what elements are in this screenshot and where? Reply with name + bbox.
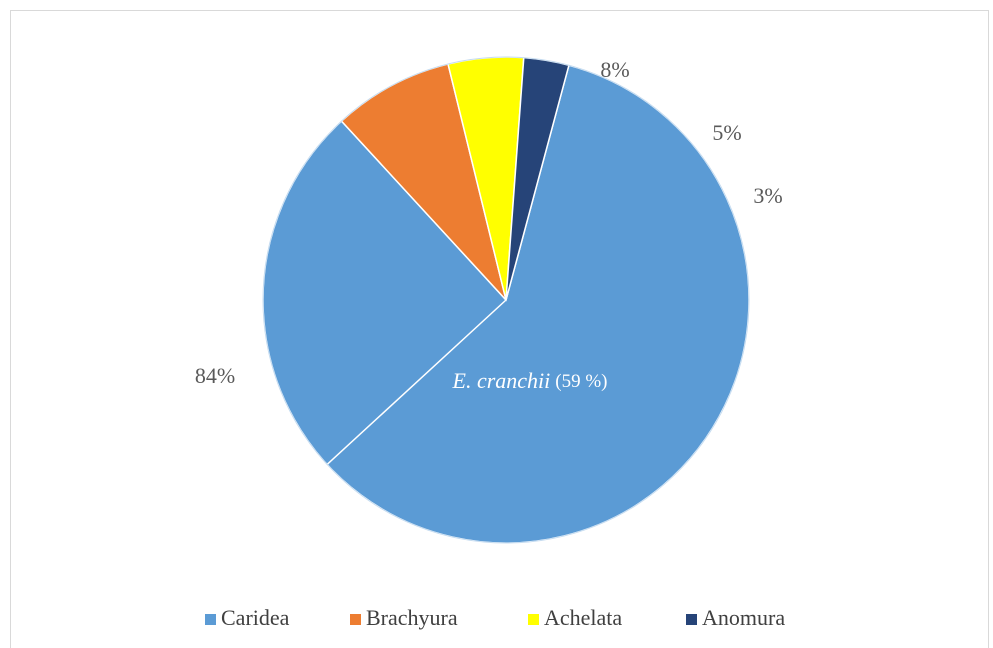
- legend-swatch: [205, 614, 216, 625]
- legend-label: Anomura: [702, 605, 785, 630]
- data-label: 8%: [600, 57, 629, 82]
- data-labels: 84% 8% 5% 3%: [195, 57, 783, 388]
- data-label: 84%: [195, 363, 235, 388]
- legend-label: Brachyura: [366, 605, 458, 630]
- pie-edge: [262, 56, 750, 544]
- legend-swatch: [528, 614, 539, 625]
- data-label: 5%: [712, 120, 741, 145]
- annotation: E. cranchii (59 %): [452, 368, 608, 393]
- legend: Caridea Brachyura Achelata Anomura: [205, 605, 785, 630]
- legend-swatch: [350, 614, 361, 625]
- legend-label: Caridea: [221, 605, 290, 630]
- annotation-species: E. cranchii: [452, 368, 551, 393]
- sub-slice-divider: [326, 299, 507, 466]
- legend-swatch: [686, 614, 697, 625]
- legend-label: Achelata: [544, 605, 622, 630]
- annotation-label: (59 %): [555, 371, 607, 392]
- pie: [262, 56, 750, 544]
- data-label: 3%: [753, 183, 782, 208]
